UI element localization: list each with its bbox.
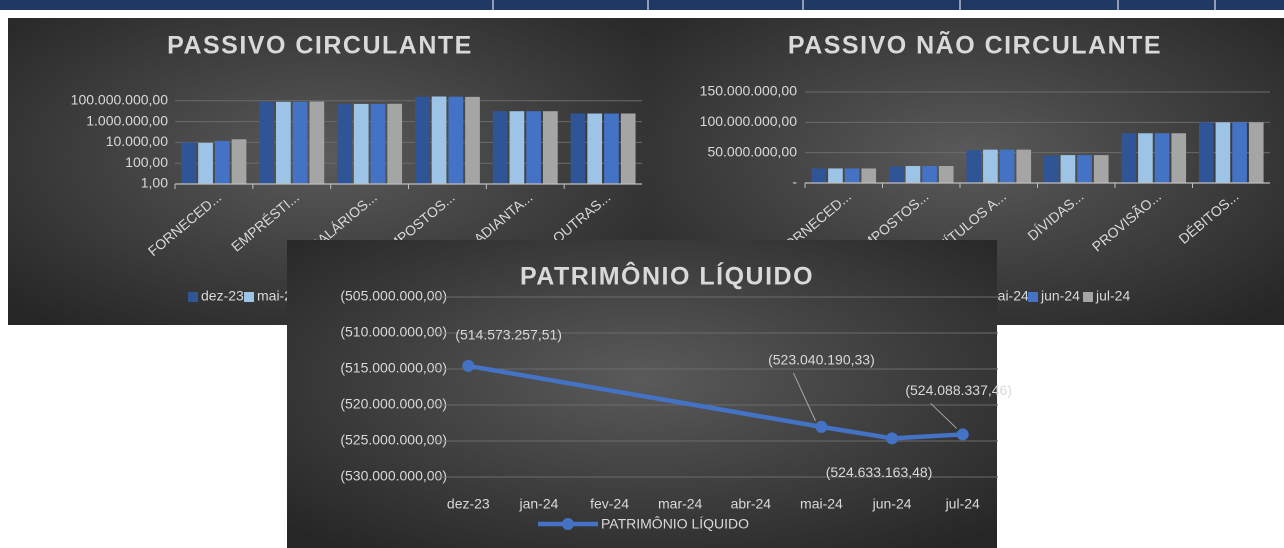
bar	[509, 111, 525, 184]
y-tick-label: (530.000.000,00)	[340, 468, 447, 484]
point	[462, 359, 475, 372]
y-tick-label: 150.000.000,00	[700, 83, 798, 99]
bar	[1215, 122, 1231, 183]
bar	[292, 101, 308, 184]
bar	[938, 166, 954, 183]
bar	[492, 111, 508, 184]
y-tick-label: 100,00	[125, 154, 168, 170]
bar	[1171, 133, 1187, 183]
bar	[353, 103, 369, 184]
legend-swatch	[1083, 292, 1093, 302]
bar	[983, 149, 998, 183]
bar	[1248, 122, 1264, 183]
x-tick-label: fev-24	[590, 496, 629, 512]
bar	[1060, 155, 1076, 183]
table-strip	[0, 0, 1284, 10]
legend-label: jun-24	[1040, 288, 1080, 304]
y-tick-label: 1,00	[141, 175, 168, 191]
chart-patrimonio-liquido: PATRIMÔNIO LÍQUIDO (530.000.000,00) (525.0…	[287, 240, 1012, 548]
y-tick-label: 100.000.000,00	[71, 92, 169, 108]
bar	[1093, 155, 1109, 183]
bar	[811, 168, 827, 183]
y-tick-label: (505.000.000,00)	[340, 288, 447, 304]
x-tick-label: jan-24	[518, 496, 558, 512]
bar	[1154, 133, 1170, 183]
bar	[861, 168, 877, 183]
bar	[1121, 133, 1137, 183]
bar	[181, 142, 197, 184]
data-label: (524.633.163,48)	[826, 464, 933, 480]
bar	[1232, 122, 1247, 183]
bar	[844, 168, 860, 183]
legend-swatch	[188, 292, 198, 302]
y-tick-label: (510.000.000,00)	[340, 324, 447, 340]
bar	[570, 113, 586, 184]
x-tick-label: dez-23	[447, 496, 490, 512]
bar	[1016, 149, 1032, 183]
y-tick-label: 100.000.000,00	[700, 113, 798, 129]
bar	[526, 111, 541, 184]
table-separators	[492, 0, 1216, 10]
data-label: (523.040.190,33)	[768, 352, 875, 368]
data-label: (524.088.337,46)	[905, 382, 1012, 398]
x-tick-label: mai-24	[800, 496, 843, 512]
legend-swatch	[244, 292, 254, 302]
point	[956, 428, 969, 441]
bar	[370, 103, 386, 184]
y-tick-label: 1.000.000,00	[86, 112, 168, 128]
bar	[198, 142, 213, 184]
bar	[542, 111, 558, 184]
x-tick-label: jun-24	[872, 496, 912, 512]
bar	[604, 113, 619, 184]
point	[815, 420, 828, 433]
x-tick-label: jul-24	[945, 496, 980, 512]
bar	[966, 150, 982, 183]
bar	[214, 140, 230, 184]
bar	[387, 103, 403, 184]
bar	[414, 96, 430, 184]
leader-line	[792, 372, 816, 422]
bar	[309, 101, 325, 184]
bar	[1138, 133, 1153, 183]
y-tick-label: (515.000.000,00)	[340, 360, 447, 376]
chart-title: PASSIVO NÃO CIRCULANTE	[788, 30, 1162, 60]
bar	[1077, 155, 1092, 183]
chart-title: PASSIVO CIRCULANTE	[167, 32, 473, 60]
x-tick-label: mar-24	[658, 496, 703, 512]
y-tick-label: -	[792, 174, 797, 190]
bar	[922, 166, 937, 183]
bar	[828, 168, 843, 183]
y-tick-label: (520.000.000,00)	[340, 396, 447, 412]
y-tick-label: 10.000,00	[106, 133, 168, 149]
legend-swatch	[1028, 292, 1038, 302]
bar	[620, 113, 636, 184]
legend-label: dez-23	[201, 288, 244, 304]
bar	[431, 96, 447, 184]
legend-label: PATRIMÔNIO LÍQUIDO	[601, 516, 749, 532]
series-line	[466, 363, 965, 441]
y-tick-label: 50.000.000,00	[707, 143, 797, 159]
bar	[905, 166, 921, 183]
bar	[337, 103, 352, 184]
bar	[1198, 122, 1214, 183]
leader-line	[930, 403, 958, 429]
legend-label: jul-24	[1095, 288, 1130, 304]
bar	[888, 166, 904, 183]
bar	[587, 113, 603, 184]
y-tick-label: (525.000.000,00)	[340, 432, 447, 448]
point	[886, 432, 899, 445]
bar	[276, 101, 291, 184]
bar	[448, 96, 464, 184]
bar	[465, 96, 480, 184]
bar	[1043, 155, 1059, 183]
x-tick-label: abr-24	[731, 496, 772, 512]
bar	[259, 101, 275, 184]
data-label: (514.573.257,51)	[455, 327, 562, 343]
bar	[999, 149, 1015, 183]
bar	[231, 139, 247, 184]
legend-marker	[562, 518, 574, 530]
chart-title: PATRIMÔNIO LÍQUIDO	[520, 261, 814, 291]
